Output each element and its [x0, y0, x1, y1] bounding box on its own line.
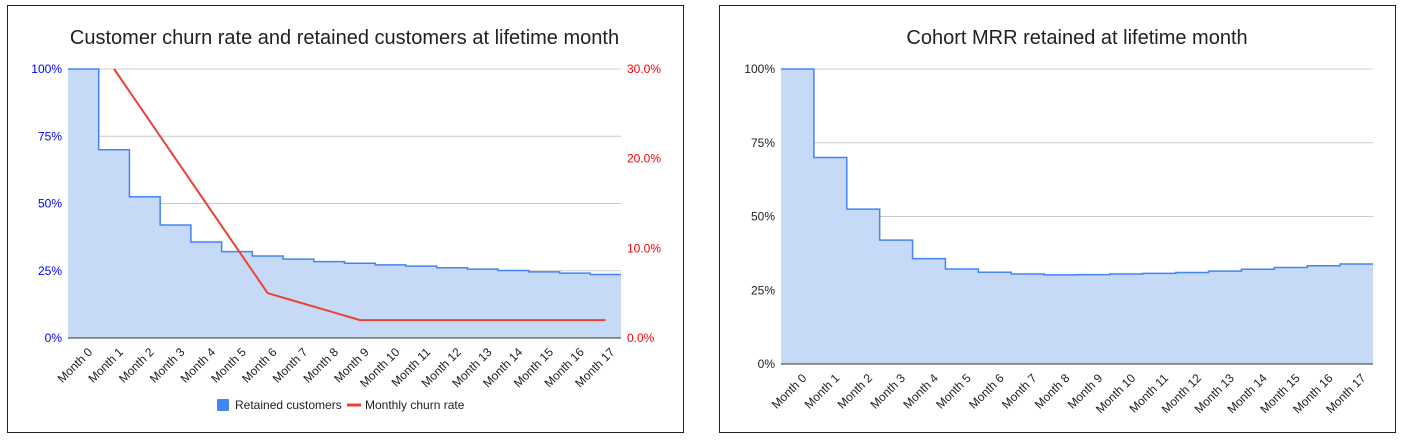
legend-label: Monthly churn rate — [365, 398, 465, 412]
x-tick-label: Month 8 — [1032, 371, 1073, 412]
churn-chart-panel: Customer churn rate and retained custome… — [7, 5, 684, 433]
y-left-tick-label: 100% — [744, 62, 775, 76]
x-tick-label: Month 2 — [835, 371, 876, 412]
x-tick-label: Month 5 — [933, 371, 974, 412]
retained-step-line — [68, 68, 621, 276]
churn-rate-line — [113, 68, 606, 322]
y-left-tick-label: 50% — [38, 197, 62, 211]
y-left-tick-label: 25% — [38, 264, 62, 278]
retained-step-line — [781, 68, 1373, 276]
y-right-tick-label: 10.0% — [627, 241, 661, 255]
y-right-tick-label: 0.0% — [627, 331, 655, 345]
y-left-tick-label: 25% — [751, 283, 775, 297]
legend-swatch-retained — [217, 399, 229, 411]
x-tick-label: Month 4 — [900, 371, 941, 412]
y-left-tick-label: 75% — [38, 129, 62, 143]
y-left-tick-label: 0% — [45, 331, 63, 345]
x-tick-label: Month 3 — [867, 371, 908, 412]
mrr-chart-panel: Cohort MRR retained at lifetime month 0% 2… — [719, 5, 1396, 433]
retained-area-fill — [68, 69, 621, 338]
y-left-tick-label: 50% — [751, 210, 775, 224]
x-tick-label: Month 6 — [966, 371, 1007, 412]
chart-title: Cohort MRR retained at lifetime month — [906, 27, 1247, 49]
y-right-tick-label: 20.0% — [627, 152, 661, 166]
churn-chart: Customer churn rate and retained custome… — [31, 27, 661, 412]
legend-label: Retained customers — [235, 398, 342, 412]
y-left-tick-label: 100% — [31, 62, 62, 76]
x-tick-label: Month 7 — [999, 371, 1040, 412]
chart-title: Customer churn rate and retained custome… — [70, 27, 619, 49]
y-right-tick-label: 30.0% — [627, 62, 661, 76]
mrr-chart: Cohort MRR retained at lifetime month 0% 2… — [744, 27, 1373, 416]
x-tick-label: Month 1 — [802, 371, 843, 412]
y-left-tick-label: 75% — [751, 136, 775, 150]
retained-area-fill — [781, 69, 1373, 364]
y-left-tick-label: 0% — [758, 357, 776, 371]
x-tick-label: Month 0 — [769, 371, 810, 412]
